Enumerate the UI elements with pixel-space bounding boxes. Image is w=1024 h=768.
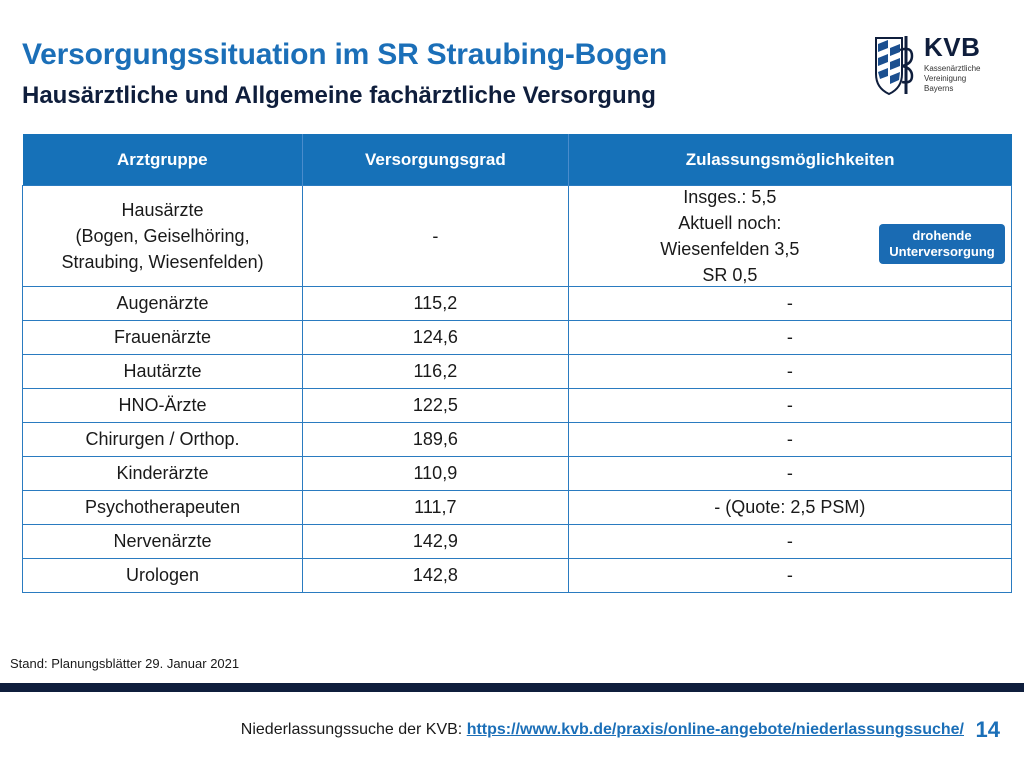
cell-zul-line: Aktuell noch: bbox=[678, 213, 782, 233]
cell-zulassung: - bbox=[567, 320, 1013, 355]
table-row: Kinderärzte 110,9- bbox=[21, 456, 1013, 491]
cell-group: Hausärzte (Bogen, Geiselhöring, Straubin… bbox=[21, 185, 304, 287]
logo-line2: Vereinigung bbox=[924, 74, 967, 83]
badge-line1: drohende bbox=[912, 228, 972, 243]
cell-grade: 124,6 bbox=[302, 320, 569, 355]
cell-zulassung: - (Quote: 2,5 PSM) bbox=[567, 490, 1013, 525]
footer-label: Niederlassungssuche der KVB: bbox=[240, 721, 467, 738]
col-header-arztgruppe: Arztgruppe bbox=[22, 134, 304, 186]
table-row: Urologen 142,8- bbox=[21, 558, 1013, 593]
table-row: Nervenärzte 142,9- bbox=[21, 524, 1013, 559]
cell-zulassung: - bbox=[567, 456, 1013, 491]
cell-zulassung: Insges.: 5,5 Aktuell noch: Wiesenfelden … bbox=[567, 185, 1013, 287]
logo-brand: KVB bbox=[924, 32, 981, 62]
stand-note: Stand: Planungsblätter 29. Januar 2021 bbox=[10, 656, 240, 671]
bavarian-shield-icon bbox=[875, 36, 914, 96]
table-row: Augenärzte 115,2- bbox=[21, 286, 1013, 321]
cell-group: Frauenärzte bbox=[21, 320, 304, 355]
cell-group-line: Straubing, Wiesenfelden) bbox=[61, 252, 264, 272]
table-header-row: Arztgruppe Versorgungsgrad Zulassungsmög… bbox=[22, 134, 1012, 186]
cell-zulassung: - bbox=[567, 354, 1013, 389]
cell-group: HNO-Ärzte bbox=[21, 388, 304, 423]
table-row: Hautärzte 116,2- bbox=[21, 354, 1013, 389]
cell-zul-line: Wiesenfelden 3,5 bbox=[660, 239, 800, 259]
cell-group: Kinderärzte bbox=[21, 456, 304, 491]
col-header-zulassung: Zulassungsmöglichkeiten bbox=[568, 134, 1012, 186]
cell-zulassung: - bbox=[567, 286, 1013, 321]
cell-grade: - bbox=[302, 185, 569, 287]
logo-line3: Bayerns bbox=[924, 84, 954, 93]
page-subtitle: Hausärztliche und Allgemeine fachärztlic… bbox=[22, 82, 656, 109]
table-row: Chirurgen / Orthop. 189,6- bbox=[21, 422, 1013, 457]
cell-grade: 115,2 bbox=[302, 286, 569, 321]
cell-zulassung: - bbox=[567, 388, 1013, 423]
cell-zulassung: - bbox=[567, 422, 1013, 457]
cell-grade: 142,9 bbox=[302, 524, 569, 559]
cell-zulassung: - bbox=[567, 524, 1013, 559]
cell-grade: 110,9 bbox=[302, 456, 569, 491]
cell-grade: 189,6 bbox=[302, 422, 569, 457]
cell-group: Augenärzte bbox=[21, 286, 304, 321]
logo-line1: Kassenärztliche bbox=[924, 64, 981, 73]
undersupply-badge: drohende Unterversorgung bbox=[879, 224, 1005, 264]
cell-group-line: (Bogen, Geiselhöring, bbox=[75, 226, 250, 246]
page-number: 14 bbox=[975, 717, 1000, 742]
badge-line2: Unterversorgung bbox=[889, 244, 995, 259]
footer-divider bbox=[0, 683, 1024, 692]
supply-table: Arztgruppe Versorgungsgrad Zulassungsmög… bbox=[21, 134, 1013, 593]
cell-zul-line: SR 0,5 bbox=[702, 265, 758, 285]
page-title: Versorgungssituation im SR Straubing-Bog… bbox=[22, 38, 667, 71]
footer-link[interactable]: https://www.kvb.de/praxis/online-angebot… bbox=[466, 721, 964, 738]
table-row: HNO-Ärzte 122,5- bbox=[21, 388, 1013, 423]
table-row: Hausärzte (Bogen, Geiselhöring, Straubin… bbox=[21, 185, 1013, 287]
table-row: Psychotherapeuten 111,7- (Quote: 2,5 PSM) bbox=[21, 490, 1013, 525]
cell-group: Hautärzte bbox=[21, 354, 304, 389]
cell-grade: 111,7 bbox=[302, 490, 569, 525]
cell-group: Urologen bbox=[21, 558, 304, 593]
footer-text: Niederlassungssuche der KVB: https://www… bbox=[241, 721, 964, 739]
cell-zul-line: Insges.: 5,5 bbox=[683, 187, 777, 207]
cell-zulassung: - bbox=[567, 558, 1013, 593]
cell-grade: 142,8 bbox=[302, 558, 569, 593]
cell-grade: 116,2 bbox=[302, 354, 569, 389]
cell-group: Nervenärzte bbox=[21, 524, 304, 559]
kvb-logo: KVB Kassenärztliche Vereinigung Bayerns bbox=[872, 32, 1002, 98]
cell-group: Chirurgen / Orthop. bbox=[21, 422, 304, 457]
cell-group-line: Hausärzte bbox=[121, 200, 204, 220]
col-header-versorgungsgrad: Versorgungsgrad bbox=[302, 134, 569, 186]
cell-group: Psychotherapeuten bbox=[21, 490, 304, 525]
cell-grade: 122,5 bbox=[302, 388, 569, 423]
table-row: Frauenärzte 124,6- bbox=[21, 320, 1013, 355]
